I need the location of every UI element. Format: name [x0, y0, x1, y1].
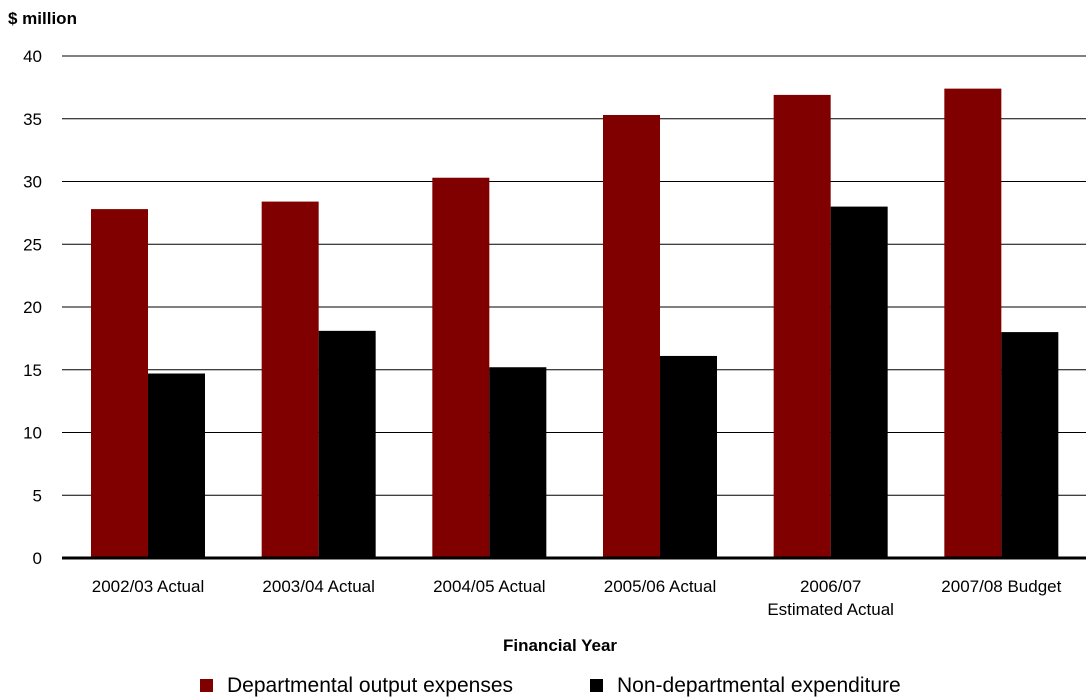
legend: Departmental output expenses Non-departme… [200, 674, 901, 697]
x-axis-label: Financial Year [503, 636, 617, 655]
y-tick-label: 10 [23, 424, 42, 443]
legend-swatch [200, 679, 213, 692]
x-axis-categories: 2002/03 Actual 2003/04 Actual 2004/05 Actu… [92, 577, 1062, 619]
legend-label: Non-departmental expenditure [617, 674, 901, 697]
y-tick-label: 15 [23, 361, 42, 380]
bars [91, 88, 1059, 559]
y-tick-label: 25 [23, 235, 42, 254]
x-tick-label: 2004/05 Actual [433, 577, 545, 596]
y-tick-label: 5 [33, 486, 42, 505]
bar [944, 88, 1002, 558]
legend-label: Departmental output expenses [227, 674, 513, 697]
x-tick-label: 2007/08 Budget [941, 577, 1061, 596]
bar [603, 114, 660, 559]
x-tick-label: Estimated Actual [767, 600, 894, 619]
y-axis-label: $ million [8, 9, 77, 28]
bar [1001, 332, 1059, 558]
x-tick-label: 2003/04 Actual [262, 577, 374, 596]
y-tick-label: 35 [23, 110, 42, 129]
bar [773, 94, 831, 558]
bar [91, 209, 148, 559]
bar [660, 355, 717, 558]
bar [148, 373, 205, 558]
x-tick-label: 2002/03 Actual [92, 577, 204, 596]
bar [261, 201, 319, 558]
y-tick-label: 0 [33, 549, 42, 568]
x-tick-label: 2005/06 Actual [604, 577, 716, 596]
y-tick-label: 40 [23, 47, 42, 66]
x-tick-label: 2006/07 [800, 577, 861, 596]
bar [318, 330, 376, 558]
y-tick-label: 30 [23, 173, 42, 192]
legend-swatch [590, 679, 603, 692]
bar [489, 367, 547, 558]
y-axis-ticks: 0 5 10 15 20 25 30 35 40 [23, 47, 42, 568]
gridlines [62, 55, 1086, 496]
bar [432, 177, 490, 559]
bar [830, 206, 888, 558]
y-tick-label: 20 [23, 298, 42, 317]
